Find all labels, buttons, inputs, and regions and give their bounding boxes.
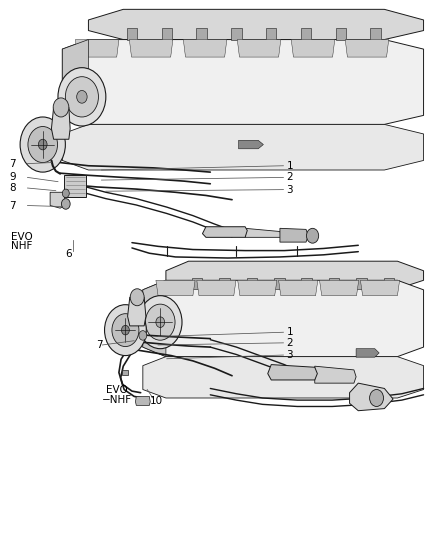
Circle shape bbox=[61, 199, 70, 209]
Polygon shape bbox=[143, 280, 424, 357]
Bar bbox=[384, 278, 394, 289]
Polygon shape bbox=[184, 39, 227, 57]
Bar bbox=[329, 278, 339, 289]
Bar bbox=[266, 28, 276, 39]
Bar bbox=[247, 278, 257, 289]
Bar bbox=[336, 28, 346, 39]
Circle shape bbox=[121, 325, 129, 335]
Bar bbox=[127, 28, 137, 39]
Polygon shape bbox=[64, 175, 86, 197]
Polygon shape bbox=[356, 349, 379, 357]
Polygon shape bbox=[279, 280, 318, 296]
Text: 9: 9 bbox=[9, 172, 16, 182]
Circle shape bbox=[370, 390, 384, 407]
Bar bbox=[192, 278, 202, 289]
Text: 7: 7 bbox=[96, 340, 103, 350]
Text: NHF: NHF bbox=[11, 241, 32, 252]
Circle shape bbox=[112, 314, 139, 346]
Polygon shape bbox=[143, 280, 166, 357]
Text: 10: 10 bbox=[149, 395, 162, 406]
Polygon shape bbox=[143, 357, 424, 398]
Circle shape bbox=[28, 126, 57, 163]
Polygon shape bbox=[202, 227, 247, 237]
Circle shape bbox=[105, 305, 146, 356]
Circle shape bbox=[65, 77, 99, 117]
Polygon shape bbox=[135, 397, 150, 406]
Circle shape bbox=[58, 68, 106, 126]
Text: 1: 1 bbox=[286, 161, 293, 171]
Text: 8: 8 bbox=[9, 183, 16, 193]
Text: 3: 3 bbox=[286, 350, 293, 360]
Circle shape bbox=[53, 98, 69, 117]
Polygon shape bbox=[122, 370, 128, 375]
Circle shape bbox=[307, 228, 319, 243]
Polygon shape bbox=[62, 124, 424, 170]
Circle shape bbox=[145, 304, 175, 340]
Bar bbox=[301, 278, 312, 289]
Polygon shape bbox=[129, 39, 173, 57]
Polygon shape bbox=[280, 228, 308, 242]
Polygon shape bbox=[360, 280, 399, 296]
Polygon shape bbox=[268, 365, 318, 380]
Polygon shape bbox=[166, 261, 424, 289]
Bar bbox=[231, 28, 242, 39]
Bar bbox=[274, 278, 285, 289]
Polygon shape bbox=[127, 297, 146, 326]
Bar bbox=[301, 28, 311, 39]
Text: 6: 6 bbox=[66, 249, 72, 259]
Circle shape bbox=[139, 330, 147, 340]
Polygon shape bbox=[238, 280, 277, 296]
Text: 1: 1 bbox=[286, 327, 293, 337]
Polygon shape bbox=[320, 280, 359, 296]
Text: 7: 7 bbox=[9, 200, 16, 211]
Bar bbox=[356, 278, 367, 289]
Polygon shape bbox=[62, 39, 88, 124]
Polygon shape bbox=[50, 192, 64, 208]
Text: 3: 3 bbox=[286, 184, 293, 195]
Polygon shape bbox=[62, 39, 424, 124]
Circle shape bbox=[20, 117, 65, 172]
Text: 2: 2 bbox=[286, 172, 293, 182]
Circle shape bbox=[138, 296, 182, 349]
Polygon shape bbox=[345, 39, 389, 57]
Bar bbox=[219, 278, 230, 289]
Polygon shape bbox=[75, 39, 119, 57]
Text: 2: 2 bbox=[286, 338, 293, 348]
Polygon shape bbox=[51, 108, 70, 139]
Polygon shape bbox=[156, 280, 195, 296]
Polygon shape bbox=[350, 383, 393, 411]
Polygon shape bbox=[291, 39, 335, 57]
Circle shape bbox=[62, 189, 69, 198]
Text: EVO: EVO bbox=[106, 384, 127, 394]
Text: 7: 7 bbox=[9, 159, 16, 168]
Polygon shape bbox=[237, 39, 281, 57]
Circle shape bbox=[77, 91, 87, 103]
Polygon shape bbox=[315, 366, 356, 383]
Circle shape bbox=[130, 289, 144, 306]
Text: −NHF: −NHF bbox=[102, 395, 131, 405]
Text: EVO: EVO bbox=[11, 232, 33, 242]
Bar bbox=[162, 28, 172, 39]
Polygon shape bbox=[239, 140, 263, 149]
Bar bbox=[196, 28, 207, 39]
Circle shape bbox=[156, 317, 165, 327]
Circle shape bbox=[39, 139, 47, 150]
Polygon shape bbox=[88, 10, 424, 39]
Polygon shape bbox=[197, 280, 236, 296]
Polygon shape bbox=[245, 228, 282, 237]
Bar bbox=[371, 28, 381, 39]
